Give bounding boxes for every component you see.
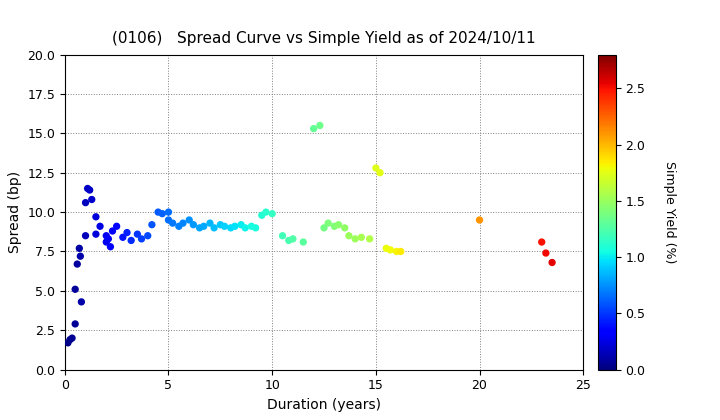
Point <box>136 236 148 242</box>
Point <box>173 223 184 230</box>
Point <box>102 236 114 242</box>
Point <box>215 221 226 228</box>
Point <box>163 217 174 223</box>
Point <box>235 221 247 228</box>
Point <box>121 229 132 236</box>
Point <box>90 231 102 238</box>
Point <box>266 210 278 217</box>
Point <box>287 236 299 242</box>
Point <box>76 299 87 305</box>
Point <box>142 232 153 239</box>
Point <box>194 224 205 231</box>
Point <box>546 259 558 266</box>
Point <box>276 232 288 239</box>
Point <box>297 239 309 245</box>
Point <box>66 335 78 341</box>
Point <box>391 248 402 255</box>
Point <box>64 336 76 343</box>
Point <box>250 224 261 231</box>
Point <box>308 125 320 132</box>
Point <box>370 165 382 171</box>
Point <box>101 239 112 245</box>
Point <box>94 223 106 230</box>
Text: Simple Yield (%): Simple Yield (%) <box>663 161 676 263</box>
Point <box>69 320 81 327</box>
Point <box>395 248 407 255</box>
Point <box>474 217 485 223</box>
Point <box>283 237 294 244</box>
Point <box>62 339 73 346</box>
Point <box>163 209 174 215</box>
Point <box>339 224 351 231</box>
Point <box>69 286 81 293</box>
Point <box>256 212 268 218</box>
Y-axis label: Spread (bp): Spread (bp) <box>8 171 22 253</box>
Point <box>208 224 220 231</box>
Point <box>536 239 547 245</box>
Point <box>260 209 271 215</box>
Point <box>184 217 195 223</box>
Point <box>229 223 240 230</box>
Point <box>101 232 112 239</box>
Point <box>80 232 91 239</box>
Point <box>314 122 325 129</box>
Point <box>374 169 386 176</box>
Point <box>153 209 164 215</box>
Point <box>80 199 91 206</box>
X-axis label: Duration (years): Duration (years) <box>267 398 381 412</box>
Point <box>240 224 251 231</box>
Point <box>318 224 330 231</box>
Point <box>356 234 367 241</box>
Point <box>156 210 168 217</box>
Point <box>132 231 143 238</box>
Title: (0106)   Spread Curve vs Simple Yield as of 2024/10/11: (0106) Spread Curve vs Simple Yield as o… <box>112 32 536 47</box>
Point <box>84 186 96 193</box>
Point <box>198 223 210 230</box>
Point <box>333 221 344 228</box>
Point <box>343 232 355 239</box>
Point <box>117 234 129 241</box>
Point <box>246 223 257 230</box>
Point <box>349 236 361 242</box>
Point <box>125 237 137 244</box>
Point <box>384 247 396 253</box>
Point <box>204 220 216 226</box>
Point <box>328 223 340 230</box>
Point <box>82 185 94 192</box>
Point <box>323 220 334 226</box>
Point <box>540 249 552 256</box>
Point <box>86 196 97 203</box>
Point <box>188 221 199 228</box>
Point <box>71 261 83 268</box>
Point <box>107 228 118 234</box>
Point <box>219 223 230 230</box>
Point <box>177 220 189 226</box>
Point <box>364 236 375 242</box>
Point <box>111 223 122 230</box>
Point <box>104 243 116 250</box>
Point <box>167 220 179 226</box>
Point <box>380 245 392 252</box>
Point <box>73 245 85 252</box>
Point <box>146 221 158 228</box>
Point <box>90 213 102 220</box>
Point <box>75 253 86 260</box>
Point <box>225 224 236 231</box>
